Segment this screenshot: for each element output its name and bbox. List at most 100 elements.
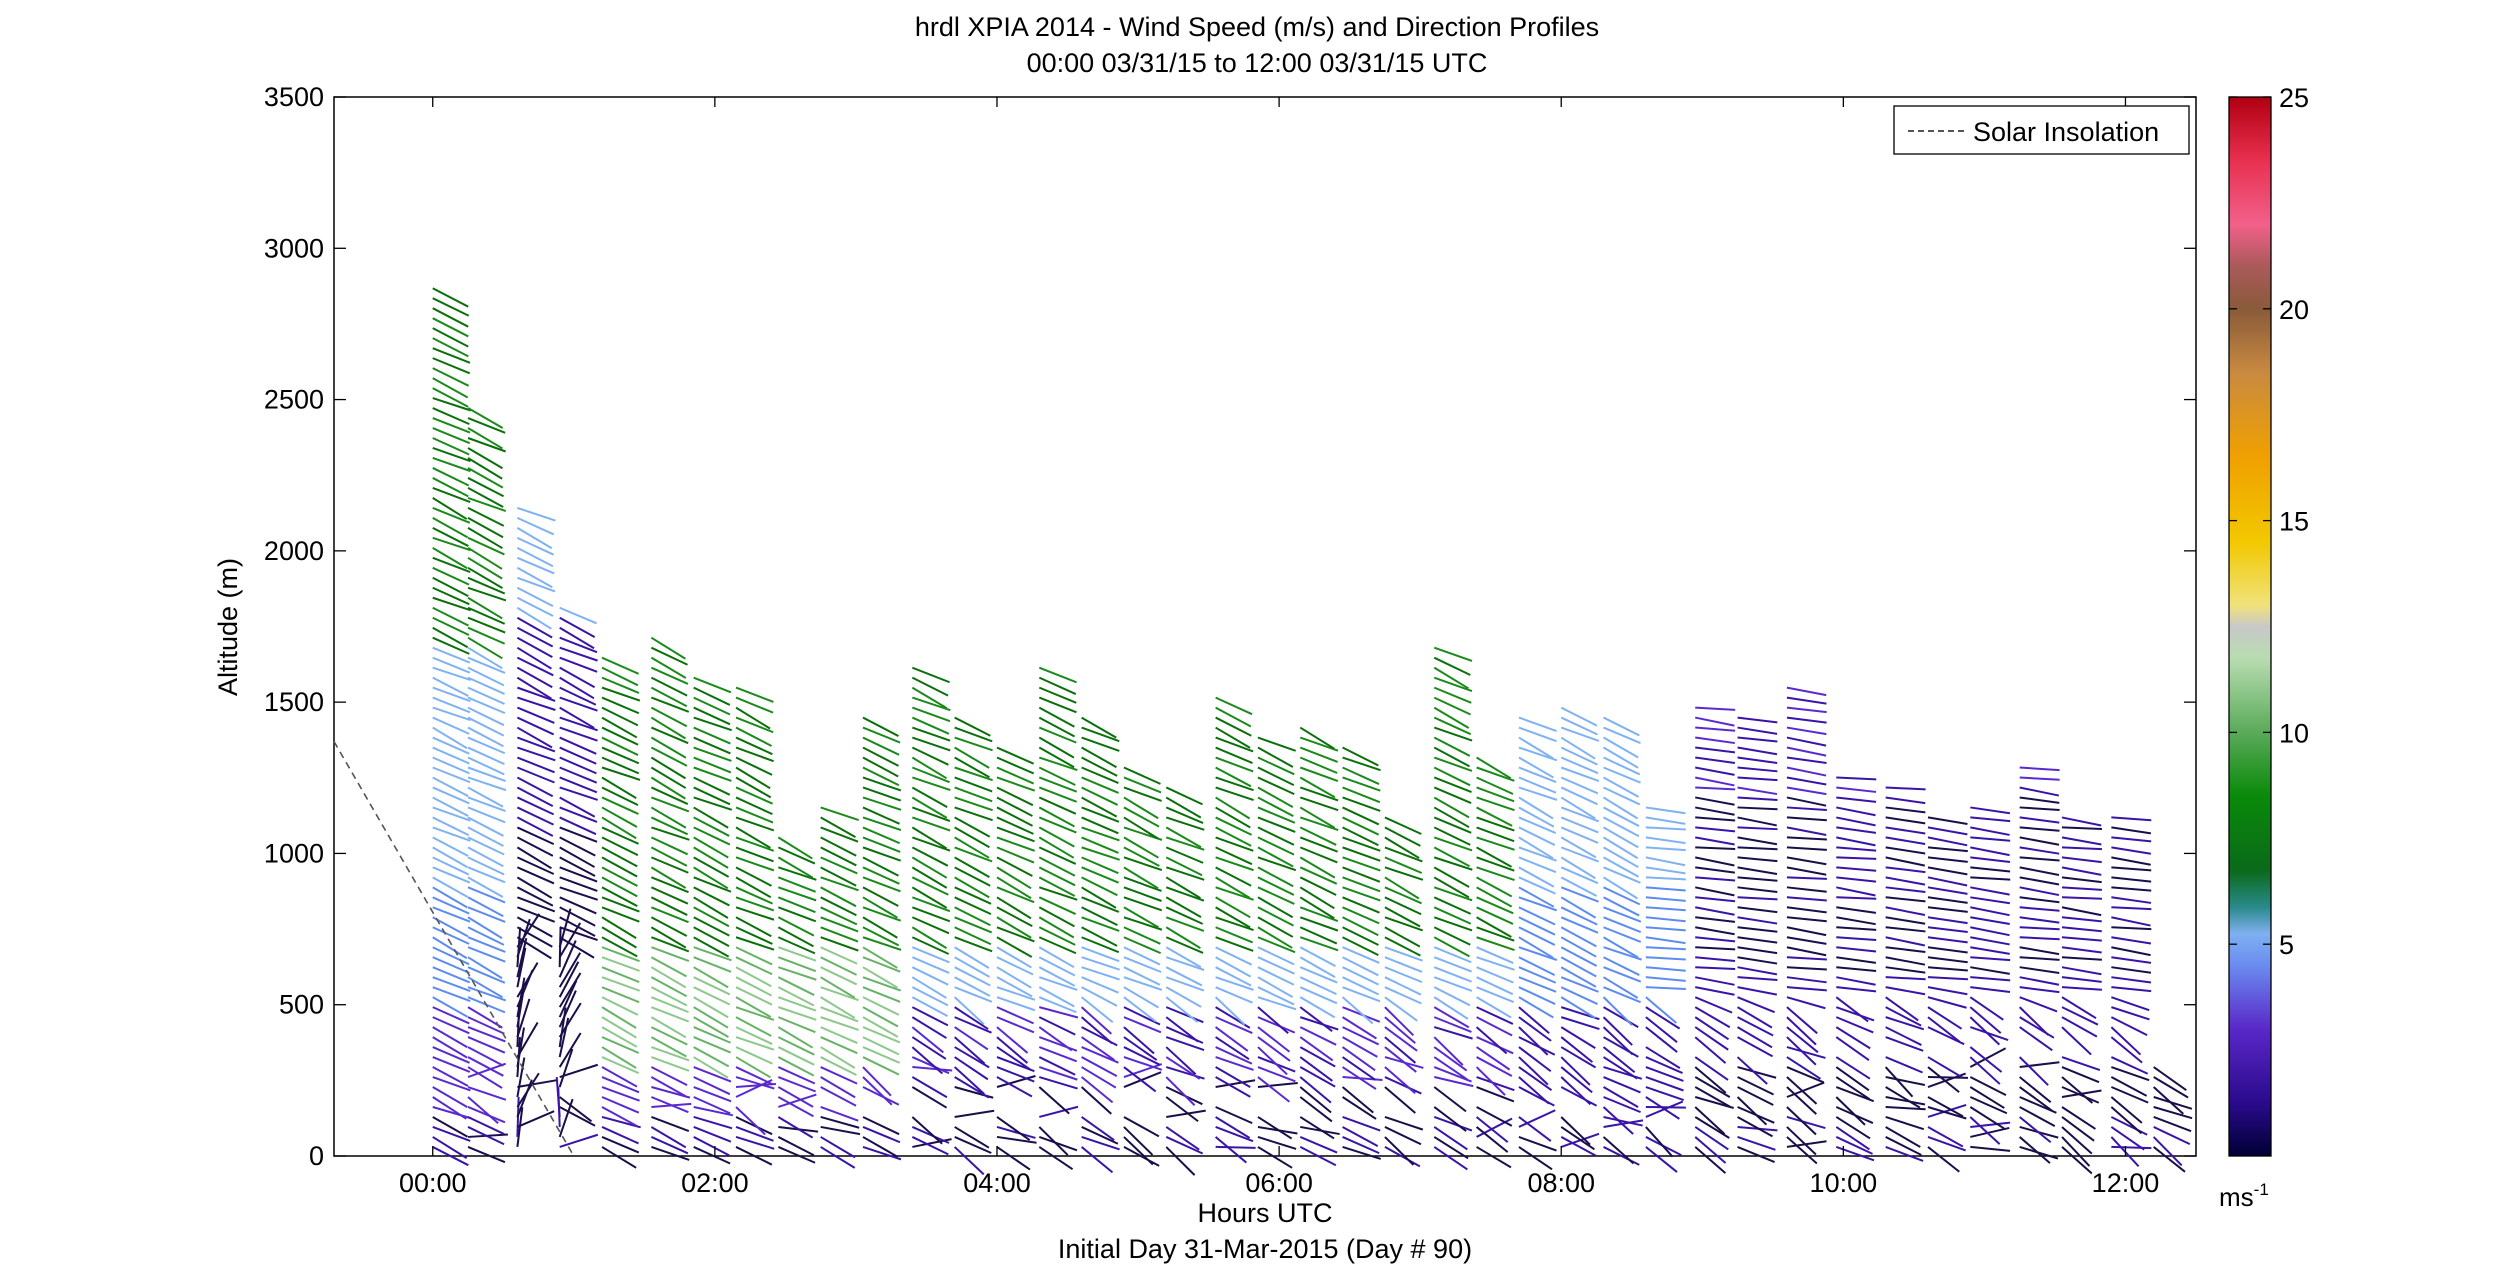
wind-barb-p28-8 bbox=[1645, 1066, 1684, 1082]
wind-barb-p18-40 bbox=[1215, 736, 1254, 753]
wind-barb-p25-12 bbox=[1518, 1006, 1550, 1035]
wind-barb-p3-52 bbox=[559, 626, 595, 650]
wind-barb-p13-13 bbox=[996, 996, 1036, 1012]
wind-barb-p37-15 bbox=[2061, 976, 2102, 983]
wind-barb-p5-1 bbox=[650, 1136, 689, 1155]
wind-barb-p1-41 bbox=[467, 736, 506, 755]
wind-barb-p30-17 bbox=[1737, 966, 1778, 976]
wind-barb-p27-42 bbox=[1603, 726, 1641, 744]
wind-barb-p28-25 bbox=[1645, 886, 1686, 892]
wind-barb-p32-13 bbox=[1835, 1006, 1875, 1022]
wind-barb-p6-18 bbox=[693, 966, 729, 989]
wind-barb-p37-12 bbox=[2061, 1006, 2099, 1026]
y-tick-label-1: 500 bbox=[279, 990, 324, 1020]
wind-barb-p20-17 bbox=[1299, 966, 1338, 984]
wind-barb-p26-24 bbox=[1560, 886, 1599, 903]
wind-barb-p27-36 bbox=[1603, 786, 1641, 806]
wind-barb-p16-35 bbox=[1123, 776, 1162, 794]
wind-barb-p10-0 bbox=[862, 1145, 902, 1161]
wind-barb-p5-30 bbox=[650, 846, 688, 867]
wind-barb-p14-16 bbox=[1038, 966, 1076, 987]
wind-barb-p6-15 bbox=[693, 996, 729, 1019]
wind-barb-p31-41 bbox=[1786, 736, 1827, 747]
wind-barb-p17-10 bbox=[1165, 1036, 1205, 1051]
wind-barb-p0-12 bbox=[432, 1026, 468, 1049]
wind-barb-p23-37 bbox=[1433, 766, 1471, 787]
wind-barb-p19-3 bbox=[1257, 1116, 1293, 1140]
wind-barb-p5-11 bbox=[650, 1036, 687, 1058]
wind-barb-p18-19 bbox=[1215, 946, 1253, 966]
wind-barb-p36-30 bbox=[2019, 826, 2060, 832]
wind-barb-p16-1 bbox=[1123, 1136, 1154, 1166]
wind-barb-p31-39 bbox=[1786, 756, 1827, 764]
wind-barb-p26-29 bbox=[1560, 836, 1597, 859]
wind-barb-p27-18 bbox=[1603, 966, 1642, 983]
wind-barb-p28-32 bbox=[1645, 816, 1686, 825]
legend-entry-solar-insolation: Solar Insolation bbox=[1973, 117, 2159, 147]
wind-barb-p3-29 bbox=[559, 856, 596, 877]
wind-barb-p28-20 bbox=[1645, 936, 1686, 945]
wind-barb-p15-37 bbox=[1081, 756, 1118, 777]
wind-barb-p34-24 bbox=[1927, 886, 1968, 895]
wind-barb-p12-10 bbox=[954, 1026, 989, 1051]
wind-barb-p0-4 bbox=[432, 1106, 472, 1120]
wind-barb-p26-25 bbox=[1560, 876, 1598, 897]
wind-barb-p36-28 bbox=[2019, 846, 2060, 855]
wind-barb-p23-29 bbox=[1433, 846, 1471, 868]
wind-barb-p29-22 bbox=[1695, 916, 1736, 923]
wind-barb-p1-51 bbox=[467, 636, 503, 660]
wind-barb-p23-2 bbox=[1433, 1126, 1468, 1151]
wind-barb-p24-2 bbox=[1475, 1126, 1509, 1153]
wind-barb-p21-29 bbox=[1342, 846, 1381, 862]
wind-barb-p19-11 bbox=[1257, 1016, 1296, 1034]
wind-barb-p17-33 bbox=[1165, 806, 1204, 824]
wind-barb-p23-11 bbox=[1433, 1026, 1473, 1040]
wind-barb-p39-3 bbox=[2153, 1116, 2192, 1133]
wind-barb-p11-14 bbox=[911, 986, 949, 1007]
wind-barb-p12-39 bbox=[954, 736, 993, 752]
wind-barb-p34-19 bbox=[1927, 936, 1968, 944]
wind-barb-p22-11 bbox=[1384, 1016, 1416, 1044]
wind-barb-p18-0 bbox=[1215, 1145, 1256, 1149]
wind-barb-p15-9 bbox=[1081, 1036, 1115, 1061]
wind-barb-p39-1 bbox=[2152, 1136, 2183, 1167]
wind-barb-p6-23 bbox=[693, 916, 730, 937]
wind-barb-p2-60 bbox=[516, 546, 554, 568]
wind-barb-p35-17 bbox=[1970, 966, 2010, 975]
wind-barb-p3-32 bbox=[559, 826, 598, 843]
wind-barb-p8-29 bbox=[777, 856, 814, 879]
wind-barb-p20-38 bbox=[1299, 756, 1338, 774]
wind-barb-p8-23 bbox=[777, 916, 815, 937]
wind-barb-p12-41 bbox=[954, 716, 991, 737]
wind-barb-p1-53 bbox=[467, 616, 506, 634]
wind-barb-p26-18 bbox=[1560, 946, 1598, 967]
wind-barb-p6-8 bbox=[693, 1066, 732, 1083]
wind-barb-p1-6 bbox=[467, 1086, 507, 1101]
wind-barb-p20-4 bbox=[1299, 1096, 1333, 1123]
wind-barb-p10-17 bbox=[862, 956, 901, 973]
wind-barb-p32-20 bbox=[1836, 936, 1877, 942]
wind-barb-p2-46 bbox=[517, 686, 556, 702]
wind-barb-p2-61 bbox=[516, 536, 555, 556]
wind-barb-p10-21 bbox=[862, 916, 898, 939]
wind-barb-p5-34 bbox=[650, 806, 687, 829]
wind-barb-p30-36 bbox=[1737, 776, 1778, 782]
wind-barb-p22-10 bbox=[1384, 1026, 1418, 1052]
wind-barb-p36-32 bbox=[2019, 806, 2060, 811]
wind-barb-p37-9 bbox=[2061, 1056, 2101, 1071]
wind-barb-p20-40 bbox=[1299, 736, 1339, 752]
wind-barb-p11-23 bbox=[912, 896, 951, 913]
wind-barb-p36-24 bbox=[2019, 886, 2060, 897]
wind-barb-p37-31 bbox=[2061, 816, 2102, 827]
wind-barb-p30-31 bbox=[1737, 826, 1778, 831]
wind-barb-p25-34 bbox=[1518, 786, 1558, 801]
wind-barb-p27-5 bbox=[1603, 1096, 1641, 1114]
wind-barb-p15-11 bbox=[1080, 1016, 1113, 1045]
wind-barb-p35-26 bbox=[1970, 876, 2011, 881]
wind-barb-p20-26 bbox=[1299, 876, 1337, 896]
wind-barb-p24-9 bbox=[1476, 1046, 1511, 1071]
wind-barb-p8-20 bbox=[778, 946, 817, 962]
wind-barb-p29-31 bbox=[1695, 826, 1736, 833]
wind-barb-p20-25 bbox=[1299, 886, 1335, 910]
